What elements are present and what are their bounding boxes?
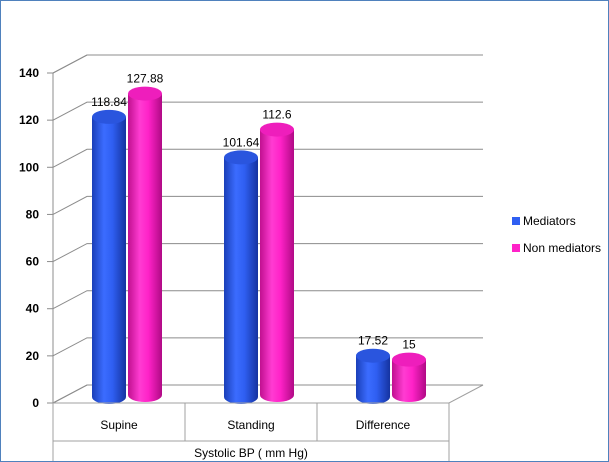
data-label: 101.64	[223, 135, 260, 149]
data-label: 17.52	[358, 334, 388, 348]
bar-mediators-standing	[224, 150, 258, 404]
x-category-label: Standing	[227, 418, 274, 432]
data-labels: 118.84 101.64 17.52 127.88 112.6 15	[91, 72, 416, 352]
x-axis-title: Systolic BP ( mm Hg)	[194, 446, 308, 460]
gridline	[52, 243, 483, 263]
bar-top	[224, 150, 258, 165]
gridline	[52, 195, 483, 215]
x-category-label: Difference	[356, 418, 411, 432]
bar-body	[260, 129, 294, 403]
x-axis-categories: Supine Standing Difference Systolic BP ( mm…	[52, 402, 450, 461]
bar-non-mediators-supine	[128, 86, 162, 402]
bar-body	[392, 359, 426, 402]
y-tick-label: 140	[19, 66, 39, 80]
legend-label: Non mediators	[523, 241, 601, 255]
legend-swatch	[512, 217, 520, 225]
bar-body	[128, 93, 162, 402]
legend-swatch	[512, 244, 520, 252]
data-label: 15	[402, 338, 416, 352]
bar-body	[92, 116, 126, 405]
gridline	[52, 290, 483, 310]
bar-top	[260, 122, 294, 137]
data-label: 112.6	[262, 108, 291, 122]
bar-top	[392, 352, 426, 367]
bar-non-mediators-standing	[260, 122, 294, 403]
y-tick-label: 60	[26, 255, 40, 269]
bar-mediators-supine	[92, 109, 126, 405]
bar-non-mediators-difference	[392, 352, 426, 402]
y-tick-label: 100	[19, 160, 39, 174]
gridlines	[47, 54, 483, 404]
bar-body	[224, 157, 258, 404]
y-tick-label: 120	[19, 113, 39, 127]
gridline	[52, 54, 483, 74]
bar-body	[356, 355, 390, 404]
bar-mediators-difference	[356, 348, 390, 404]
data-label: 127.88	[127, 72, 164, 86]
x-category-label: Supine	[100, 418, 138, 432]
bar-top	[128, 86, 162, 101]
data-label: 118.84	[91, 95, 127, 109]
gridline	[52, 101, 483, 121]
y-axis-ticks: 0 20 40 60 80 100 120 140	[19, 66, 39, 410]
y-tick-label: 80	[26, 207, 40, 221]
legend-label: Mediators	[523, 214, 576, 228]
bar-top	[92, 109, 126, 124]
y-tick-label: 40	[26, 302, 40, 316]
bar-top	[356, 348, 390, 363]
y-tick-label: 20	[26, 349, 40, 363]
gridline	[52, 384, 483, 404]
y-tick-label: 0	[32, 396, 39, 410]
gridline	[52, 148, 483, 168]
legend: Mediators Non mediators	[512, 214, 601, 255]
left-wall-edge	[52, 54, 88, 403]
gridline	[52, 337, 483, 357]
bars	[92, 86, 426, 405]
